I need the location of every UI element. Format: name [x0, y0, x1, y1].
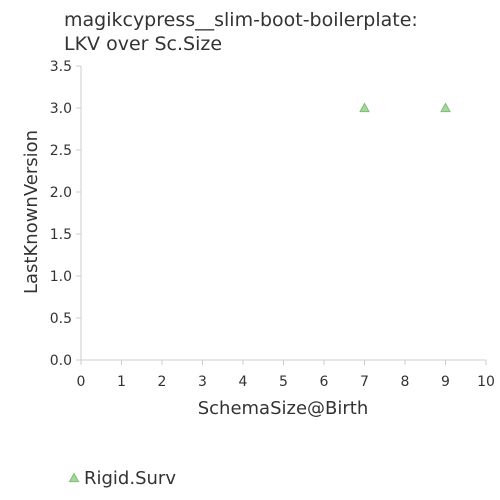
x-tick-label: 8: [401, 374, 410, 390]
axes: [80, 66, 486, 361]
y-tick-label: 1.5: [50, 227, 72, 243]
x-tick-label: 9: [441, 374, 450, 390]
x-tick-label: 7: [360, 374, 369, 390]
y-tick-label: 1.0: [50, 269, 72, 285]
legend-marker-triangle: [68, 472, 80, 483]
y-tick-label: 2.0: [50, 185, 72, 201]
y-axis-label: LastKnownVersion: [21, 130, 42, 294]
legend-label-rigid-surv: Rigid.Surv: [84, 468, 176, 489]
x-tick-label: 3: [198, 374, 207, 390]
data-point-triangle: [440, 102, 451, 113]
x-tick-label: 6: [320, 374, 329, 390]
y-axis-ticks: 0.0 0.5 1.0 1.5 2.0 2.5 3.0 3.5: [50, 59, 81, 369]
legend: Rigid.Surv: [68, 468, 176, 489]
y-tick-label: 3.5: [50, 59, 72, 75]
y-tick-label: 3.0: [50, 101, 72, 117]
y-tick-label: 0.0: [50, 353, 72, 369]
chart-title-line-1: magikcypress__slim-boot-boilerplate:: [64, 9, 418, 31]
x-tick-label: 10: [477, 374, 495, 390]
x-tick-label: 4: [239, 374, 248, 390]
data-point-triangle: [359, 102, 370, 113]
x-tick-label: 0: [77, 374, 86, 390]
x-axis-label: SchemaSize@Birth: [198, 398, 369, 419]
y-tick-label: 0.5: [50, 311, 72, 327]
x-tick-label: 1: [117, 374, 126, 390]
x-tick-label: 2: [158, 374, 167, 390]
y-tick-label: 2.5: [50, 143, 72, 159]
chart-title-line-2: LKV over Sc.Size: [64, 33, 222, 55]
data-points: [359, 102, 451, 113]
x-tick-label: 5: [279, 374, 288, 390]
x-axis-ticks: 0 1 2 3 4 5 6 7 8 9 10: [77, 360, 495, 390]
